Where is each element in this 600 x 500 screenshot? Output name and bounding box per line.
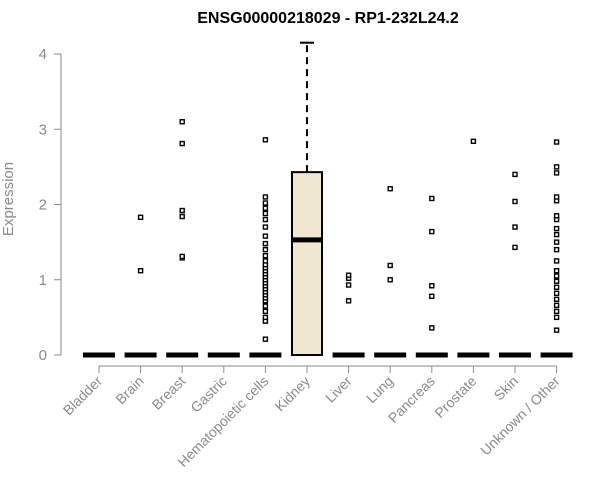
y-tick-label: 3 (39, 121, 47, 138)
outlier-point (262, 240, 269, 247)
outlier-point (345, 298, 352, 304)
y-tick-label: 0 (39, 347, 47, 364)
outlier-point (262, 224, 269, 230)
outlier-point (262, 336, 269, 342)
outlier-point (553, 273, 560, 279)
x-tick-label: Bladder (60, 373, 106, 419)
x-tick-label: Prostate (431, 373, 479, 421)
outlier-point (553, 258, 560, 264)
box-breast (166, 119, 199, 358)
outlier-point (553, 239, 560, 245)
outlier-point (137, 268, 144, 274)
outlier-point (262, 252, 269, 259)
outlier-point (387, 262, 393, 269)
outlier-point (553, 225, 560, 232)
outlier-point (429, 293, 435, 300)
outlier-point (553, 139, 560, 145)
box-pancreas (415, 195, 448, 358)
x-tick-label: Brain (112, 373, 146, 407)
outlier-point (262, 303, 269, 309)
box-liver (332, 272, 365, 358)
outlier-point (179, 207, 185, 214)
x-tick-label: Kidney (272, 373, 314, 415)
outlier-point (262, 194, 269, 200)
outlier-point (553, 314, 560, 321)
box-skin (499, 171, 531, 358)
outlier-point (262, 200, 269, 206)
outlier-point (345, 282, 352, 288)
outlier-point (179, 253, 185, 260)
outlier-point (553, 268, 560, 274)
outlier-point (553, 164, 560, 170)
outlier-point (553, 290, 560, 296)
outlier-point (553, 213, 560, 219)
outlier-point (179, 119, 185, 125)
box-unknown-other (540, 139, 573, 358)
outlier-point (387, 277, 393, 283)
box-body (291, 171, 323, 356)
box-prostate (457, 138, 490, 358)
outlier-point (387, 185, 393, 192)
outlier-point (512, 244, 518, 251)
x-tick-label: Liver (322, 373, 355, 406)
outlier-point (345, 272, 352, 278)
outlier-point (179, 140, 185, 147)
outlier-point (429, 325, 435, 331)
y-axis: 0 1 2 3 4 (39, 46, 62, 364)
outlier-point (553, 231, 560, 238)
outlier-point (553, 327, 560, 333)
x-tick-label: Skin (491, 373, 522, 404)
outlier-point (512, 224, 518, 230)
box-kidney (291, 41, 323, 356)
box-hematopoietic-cells (249, 137, 282, 358)
y-axis-label: Expression (0, 162, 17, 236)
y-tick-label: 2 (39, 197, 47, 214)
outlier-point (262, 258, 269, 264)
y-tick-label: 1 (39, 272, 47, 289)
outlier-point (262, 137, 269, 143)
outlier-point (553, 246, 560, 253)
outlier-point (553, 296, 560, 303)
box-lung (374, 185, 407, 358)
outlier-point (262, 216, 269, 223)
outlier-point (553, 170, 560, 176)
outlier-point (262, 233, 269, 239)
box-brain (124, 214, 157, 358)
outlier-point (512, 171, 518, 178)
outlier-point (262, 210, 269, 217)
outlier-point (429, 228, 435, 235)
x-tick-label: Lung (363, 373, 396, 406)
outlier-point (512, 198, 518, 205)
outlier-point (429, 283, 435, 289)
outlier-point (553, 308, 560, 315)
outlier-point (553, 302, 560, 309)
outlier-point (553, 278, 560, 284)
outlier-point (470, 138, 477, 144)
chart-title: ENSG00000218029 - RP1-232L24.2 (197, 10, 459, 27)
outlier-point (262, 205, 269, 211)
outlier-point (262, 314, 269, 321)
outlier-point (137, 214, 144, 220)
y-tick-label: 4 (39, 46, 47, 63)
outlier-point (179, 213, 185, 220)
outlier-point (262, 308, 269, 315)
outlier-point (553, 284, 560, 290)
boxes (83, 41, 573, 358)
outlier-point (429, 195, 435, 202)
outlier-point (262, 246, 269, 253)
outlier-point (553, 194, 560, 200)
x-tick-label: Breast (148, 373, 188, 413)
x-tick-label: Unknown / Other (477, 373, 563, 459)
